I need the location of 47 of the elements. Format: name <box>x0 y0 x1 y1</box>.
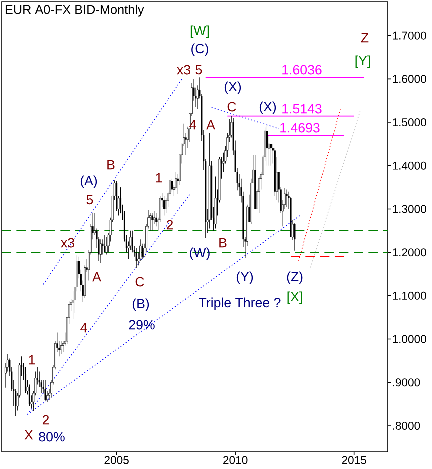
annotation: A <box>206 120 216 130</box>
annotation: 1 <box>156 173 162 183</box>
annotation: C <box>228 102 236 112</box>
annotation: x3 <box>177 65 190 75</box>
x-tick-label: 2010 <box>224 456 248 464</box>
annotation: 2 <box>166 220 174 230</box>
annotation: 4 <box>80 323 88 333</box>
annotation: (B) <box>132 298 150 312</box>
annotation: 1.5143 <box>282 104 322 114</box>
annotation: (X) <box>224 82 242 94</box>
annotation: Triple Three ? <box>199 298 281 310</box>
annotation: 1.4693 <box>280 123 320 133</box>
annotation: (Z) <box>287 272 303 284</box>
annotation: 2 <box>42 415 50 425</box>
annotation: (Y) <box>236 272 254 284</box>
annotation: A <box>92 272 102 282</box>
annotation: x3 <box>61 238 74 248</box>
y-tick-label: 1.4000 <box>393 162 426 170</box>
y-tick-label: .9000 <box>393 378 420 387</box>
y-tick-label: 1.6000 <box>393 75 426 84</box>
annotation: [X] <box>288 292 302 304</box>
annotation: (A) <box>80 176 98 188</box>
annotation: 29% <box>129 320 155 330</box>
chart-title: EUR A0-FX BID-Monthly <box>6 4 144 17</box>
x-tick-label: 2005 <box>104 456 129 464</box>
annotation: (X) <box>260 102 276 114</box>
y-tick-label: 1.1000 <box>393 292 426 300</box>
annotation: B <box>220 238 227 248</box>
x-tick-label: 2015 <box>342 456 366 464</box>
annotation: 80% <box>39 432 65 442</box>
annotation: B <box>108 160 115 170</box>
y-tick-label: 1.2000 <box>393 248 426 257</box>
y-tick-label: 1.7000 <box>393 32 426 40</box>
annotation: [W] <box>190 26 210 38</box>
annotation: (C) <box>192 44 208 56</box>
annotation: X <box>24 430 34 440</box>
y-tick-label: 1.3000 <box>393 205 426 214</box>
y-tick-label: .8000 <box>393 422 420 430</box>
annotation: [Y] <box>356 56 370 68</box>
annotation: 1.6036 <box>282 65 322 75</box>
annotation: C <box>136 277 144 287</box>
annotation: Z <box>361 33 369 43</box>
annotation: 5 <box>86 195 94 205</box>
annotation: 1 <box>29 355 36 365</box>
y-tick-label: 1.0000 <box>393 335 426 344</box>
y-tick-label: 1.5000 <box>393 118 426 127</box>
annotation: 5 <box>196 65 202 75</box>
